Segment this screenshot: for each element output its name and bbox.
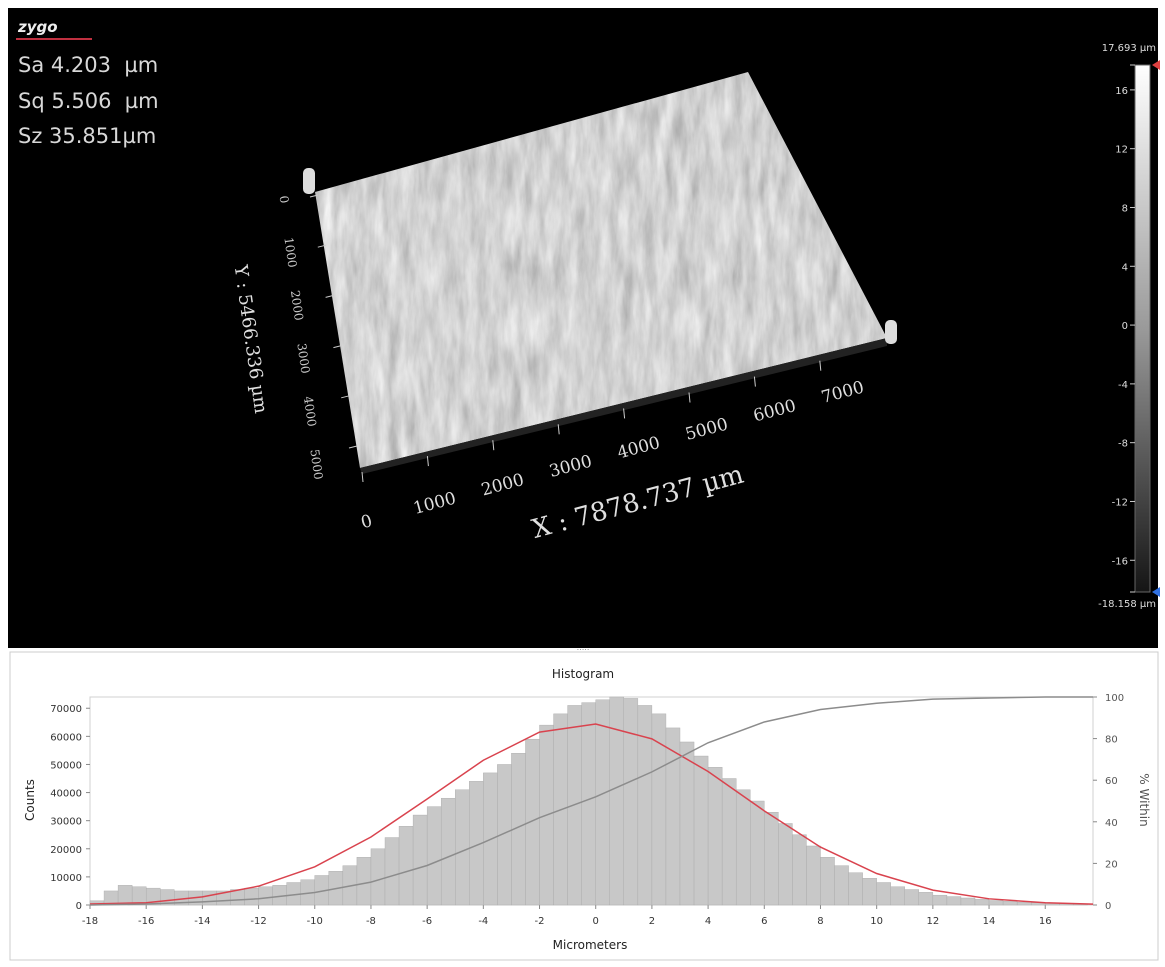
color-bar-tick-label: -8: [1118, 439, 1128, 450]
bar: [792, 835, 806, 905]
bar: [245, 888, 259, 905]
y-tick-label: 50000: [50, 760, 82, 771]
bar: [708, 767, 722, 905]
x-tick-label: -12: [250, 916, 266, 927]
x-tick-label: -6: [422, 916, 432, 927]
bar: [1003, 901, 1017, 905]
y-tick-label: 70000: [50, 704, 82, 715]
color-bar-tick-label: 8: [1122, 203, 1128, 214]
bar: [778, 823, 792, 905]
bar: [947, 897, 961, 905]
corner-post: [885, 320, 897, 344]
y-axis-title: Counts: [23, 779, 37, 821]
bar: [596, 700, 610, 905]
bar: [905, 890, 919, 905]
bar: [385, 838, 399, 905]
bar: [455, 790, 469, 905]
bar: [371, 849, 385, 905]
y2-tick-label: 80: [1105, 735, 1118, 746]
bar: [933, 895, 947, 905]
color-bar-tick-label: -4: [1118, 380, 1128, 391]
bar: [525, 739, 539, 905]
x-tick-label: 8: [817, 916, 823, 927]
bar: [722, 779, 736, 905]
y2-tick-label: 100: [1105, 693, 1124, 704]
x-tick-label: -14: [194, 916, 210, 927]
color-bar-tick-label: -16: [1112, 556, 1128, 567]
corner-post: [303, 168, 315, 194]
bar: [877, 883, 891, 905]
x-tick-label: -10: [307, 916, 323, 927]
x-tick-label: 0: [593, 916, 599, 927]
bar: [399, 826, 413, 905]
bar: [849, 873, 863, 905]
y-tick-label: 30000: [50, 817, 82, 828]
page: zygo Sa 4.203 µm Sq 5.506 µm Sz 35.851µm…: [0, 0, 1165, 963]
bar: [806, 846, 820, 905]
x-tick-label: -4: [478, 916, 488, 927]
bar: [863, 878, 877, 905]
stat-sa: Sa 4.203 µm: [18, 53, 158, 77]
bar: [202, 891, 216, 905]
color-bar-tick-label: 4: [1122, 262, 1128, 273]
x-tick-label: -16: [138, 916, 154, 927]
y2-tick-label: 20: [1105, 859, 1118, 870]
x-tick-label: 2: [649, 916, 655, 927]
y2-tick-label: 0: [1105, 901, 1111, 912]
x-tick-label: 6: [761, 916, 767, 927]
y2-tick-label: 40: [1105, 818, 1118, 829]
splitter-grip[interactable]: .....: [577, 643, 590, 652]
bar: [427, 807, 441, 905]
bar: [259, 887, 273, 905]
y-tick-label: 10000: [50, 873, 82, 884]
bar: [736, 790, 750, 905]
bar: [750, 801, 764, 905]
screen: zygo Sa 4.203 µm Sq 5.506 µm Sz 35.851µm…: [0, 0, 1165, 963]
bar: [891, 887, 905, 905]
color-bar: [1135, 65, 1150, 592]
y-tick-label: 20000: [50, 845, 82, 856]
color-bar-end-label: -18.158 µm: [1098, 599, 1156, 610]
bar: [441, 798, 455, 905]
x-tick-label: -2: [535, 916, 545, 927]
x-axis-title: Micrometers: [553, 938, 628, 952]
x-tick-label: 16: [1039, 916, 1052, 927]
bar: [694, 756, 708, 905]
x-tick-label: 4: [705, 916, 711, 927]
y2-axis-title: % Within: [1137, 773, 1151, 826]
bar: [624, 698, 638, 905]
y2-tick-label: 60: [1105, 776, 1118, 787]
bar: [118, 885, 132, 905]
x-tick-label: 12: [926, 916, 939, 927]
color-bar-tick-label: -12: [1112, 497, 1128, 508]
bar: [1017, 902, 1031, 905]
bar: [820, 857, 834, 905]
stat-sq: Sq 5.506 µm: [18, 89, 159, 113]
bar: [413, 815, 427, 905]
y-tick-label: 60000: [50, 732, 82, 743]
color-bar-end-label: 17.693 µm: [1102, 43, 1156, 54]
bar: [680, 742, 694, 905]
x-tick-label: -18: [82, 916, 98, 927]
color-bar-tick-label: 16: [1115, 86, 1128, 97]
x-tick-label: 14: [983, 916, 996, 927]
bar: [357, 857, 371, 905]
color-bar-tick-label: 0: [1122, 321, 1128, 332]
color-bar-tick-label: 12: [1115, 145, 1128, 156]
chart-title: Histogram: [552, 667, 614, 681]
bar: [764, 812, 778, 905]
bar: [919, 892, 933, 905]
y-tick-label: 40000: [50, 789, 82, 800]
logo: zygo: [17, 18, 58, 36]
x-tick-label: -8: [366, 916, 376, 927]
bar: [582, 703, 596, 905]
x-tick-label: 10: [870, 916, 883, 927]
bar: [835, 866, 849, 905]
stat-sz: Sz 35.851µm: [18, 124, 156, 148]
bar: [961, 898, 975, 905]
bar: [989, 901, 1003, 905]
bar: [975, 899, 989, 905]
y-tick-label: 0: [76, 901, 82, 912]
